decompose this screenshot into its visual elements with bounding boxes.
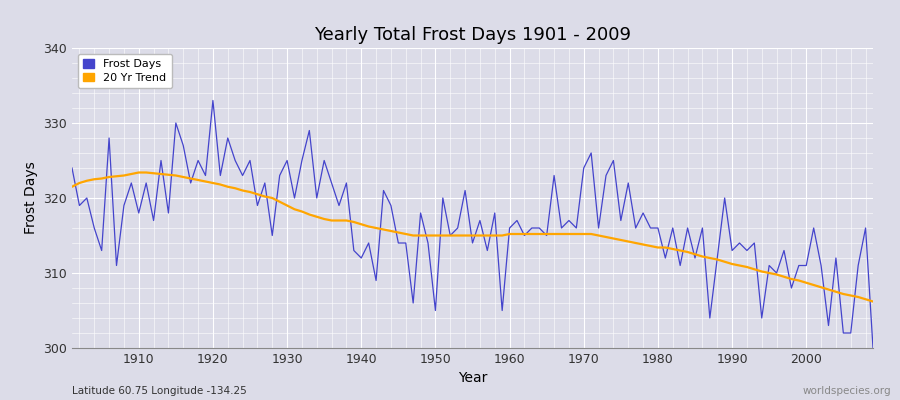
Text: Latitude 60.75 Longitude -134.25: Latitude 60.75 Longitude -134.25	[72, 386, 247, 396]
Legend: Frost Days, 20 Yr Trend: Frost Days, 20 Yr Trend	[77, 54, 172, 88]
Y-axis label: Frost Days: Frost Days	[23, 162, 38, 234]
X-axis label: Year: Year	[458, 372, 487, 386]
Title: Yearly Total Frost Days 1901 - 2009: Yearly Total Frost Days 1901 - 2009	[314, 26, 631, 44]
Text: worldspecies.org: worldspecies.org	[803, 386, 891, 396]
